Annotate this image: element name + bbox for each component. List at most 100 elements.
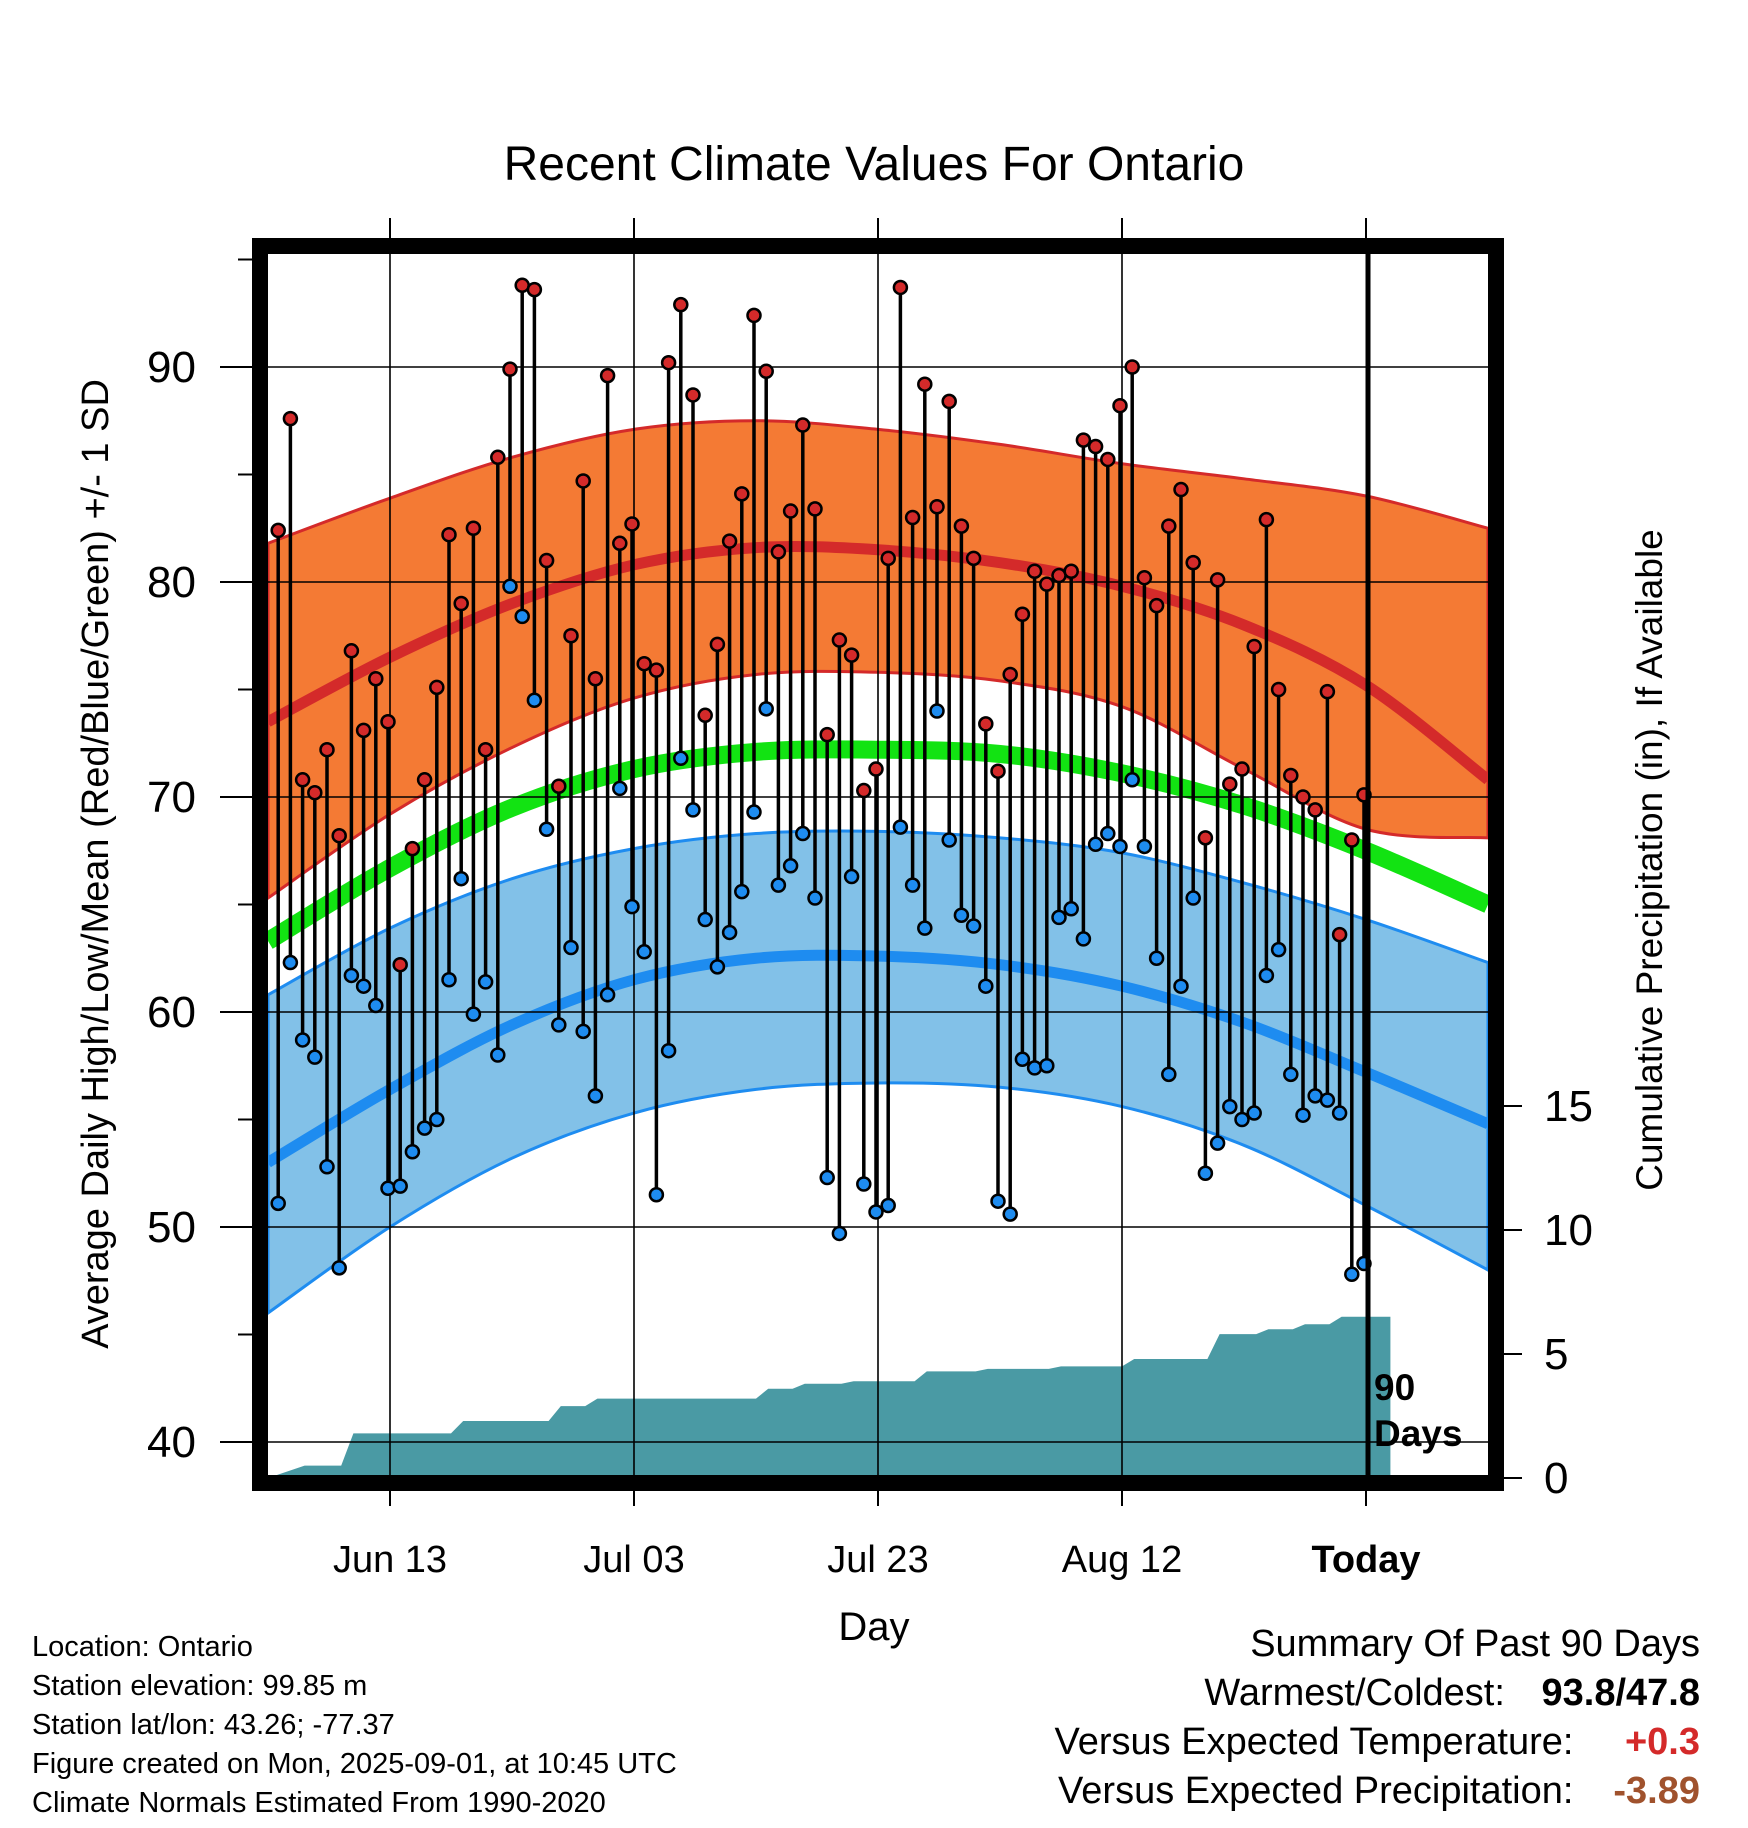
y-tick-label: 60 <box>147 988 196 1037</box>
low-point <box>1002 1206 1018 1222</box>
high-point <box>551 778 567 794</box>
high-point <box>685 387 701 403</box>
y-tick-label: 40 <box>147 1418 196 1467</box>
high-point <box>929 499 945 515</box>
low-point <box>331 1260 347 1276</box>
low-point <box>636 944 652 960</box>
high-point <box>1173 481 1189 498</box>
high-point <box>892 279 909 296</box>
low-point <box>1185 890 1201 906</box>
high-point <box>343 643 360 659</box>
slash-text: / <box>1615 1672 1627 1714</box>
location-text: Location: Ontario <box>32 1631 253 1663</box>
high-point <box>502 361 518 377</box>
high-point <box>1344 832 1360 848</box>
low-point <box>1124 772 1140 788</box>
low-point <box>648 1187 665 1203</box>
high-point <box>587 671 604 687</box>
high-point <box>355 722 372 739</box>
high-point <box>1185 554 1201 571</box>
high-point <box>1063 563 1079 579</box>
high-point <box>1319 683 1336 700</box>
low-point <box>514 608 530 625</box>
low-point <box>1148 950 1165 966</box>
high-point <box>721 533 738 549</box>
high-point <box>697 707 713 724</box>
low-point <box>892 819 909 835</box>
low-point <box>1270 941 1287 958</box>
coldest-value: 47.8 <box>1626 1672 1700 1714</box>
low-point <box>1087 836 1104 853</box>
low-point <box>477 974 494 990</box>
low-point <box>978 978 994 994</box>
today-days-label: 90 Days <box>1374 1367 1462 1454</box>
high-point <box>1124 359 1140 375</box>
y2-axis-title: Cumulative Precipitation (in), If Availa… <box>1629 529 1670 1191</box>
gridlines <box>268 254 1488 1475</box>
low-point <box>685 802 701 818</box>
low-point <box>599 987 616 1003</box>
low-point <box>368 997 384 1014</box>
y-tick-label: 70 <box>147 773 196 822</box>
high-point <box>331 827 347 844</box>
low-point <box>343 967 360 984</box>
high-point <box>429 679 445 696</box>
latlon-text: Station lat/lon: 43.26; -77.37 <box>32 1709 395 1741</box>
high-point <box>307 784 323 801</box>
low-point <box>880 1197 896 1214</box>
high-point <box>856 782 872 799</box>
y2-tick-label: 0 <box>1544 1454 1568 1503</box>
high-point <box>978 716 994 732</box>
high-point <box>538 552 555 569</box>
summary-warmest-row: Warmest/Coldest: 93.8/47.8 <box>1055 1669 1700 1718</box>
precip-label: Versus Expected Precipitation: <box>1058 1770 1574 1812</box>
y-tick-label: 90 <box>147 343 196 392</box>
high-point <box>1161 518 1177 534</box>
low-point <box>697 911 713 928</box>
high-point <box>795 417 811 433</box>
low-point <box>831 1225 848 1242</box>
high-point <box>368 671 384 687</box>
high-point <box>904 509 921 526</box>
low-point <box>307 1049 323 1065</box>
low-point <box>612 780 628 797</box>
high-point <box>868 761 884 777</box>
temp-value: +0.3 <box>1624 1721 1700 1763</box>
low-point <box>404 1144 421 1160</box>
summary-temp-row: Versus Expected Temperature: +0.3 <box>1055 1718 1700 1767</box>
high-point <box>965 550 982 567</box>
warmest-label: Warmest/Coldest: <box>1204 1672 1505 1714</box>
low-point <box>843 868 860 885</box>
low-point <box>660 1042 677 1059</box>
high-point <box>282 410 299 427</box>
high-point <box>1026 563 1043 579</box>
plot-frame <box>252 238 1504 1491</box>
low-point <box>380 1180 396 1197</box>
low-point <box>856 1176 872 1192</box>
station-info: Location: Ontario Station elevation: 99.… <box>32 1628 677 1823</box>
low-point <box>1161 1066 1177 1083</box>
low-point <box>941 832 957 848</box>
low-point <box>294 1032 311 1048</box>
high-point <box>746 307 762 324</box>
low-point <box>453 870 469 887</box>
low-point <box>917 920 933 936</box>
high-point <box>575 473 591 489</box>
low-point <box>795 825 811 842</box>
low-point <box>526 692 543 708</box>
low-point <box>709 959 726 975</box>
low-point <box>1234 1111 1250 1128</box>
high-point <box>1087 438 1104 455</box>
low-point <box>1136 838 1153 855</box>
high-point <box>612 535 628 552</box>
low-point <box>1197 1165 1214 1181</box>
normals-text: Climate Normals Estimated From 1990-2020 <box>32 1787 606 1819</box>
low-point <box>392 1178 408 1194</box>
x-tick-label: Jul 23 <box>827 1539 928 1581</box>
high-point <box>380 714 396 730</box>
high-point <box>831 632 848 648</box>
low-point <box>807 890 823 906</box>
low-point <box>953 907 970 923</box>
low-point <box>1295 1107 1311 1123</box>
low-point <box>587 1088 604 1104</box>
